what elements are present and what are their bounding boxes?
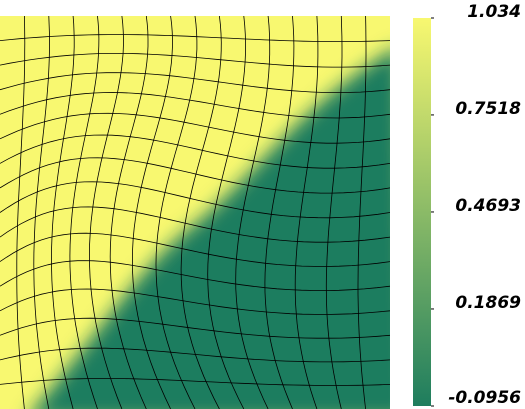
colorbar	[413, 18, 431, 406]
mesh-line	[325, 16, 343, 409]
mesh	[0, 16, 390, 409]
colorbar-tick-label: 0.1869	[455, 293, 521, 313]
mesh-line	[0, 232, 390, 267]
field	[0, 16, 390, 409]
mesh-line	[264, 16, 295, 409]
mesh-line	[0, 181, 390, 219]
mesh-line	[294, 16, 319, 409]
mesh-line	[0, 206, 390, 243]
mesh-line	[0, 260, 390, 292]
mesh-line	[0, 347, 390, 363]
colorbar-tick-label: 0.7518	[455, 99, 521, 119]
mesh-line	[207, 16, 246, 409]
colorbar-tick-label: 1.034	[467, 2, 521, 22]
mesh-line	[357, 16, 367, 409]
mesh-line	[0, 317, 390, 339]
mesh-line	[180, 16, 222, 409]
mesh-line	[235, 16, 271, 409]
mesh-line	[0, 377, 390, 386]
colorbar-tick-label: 0.4693	[455, 196, 521, 216]
mesh-line	[0, 288, 390, 315]
colorbar-tick-label: -0.0956	[448, 388, 521, 408]
